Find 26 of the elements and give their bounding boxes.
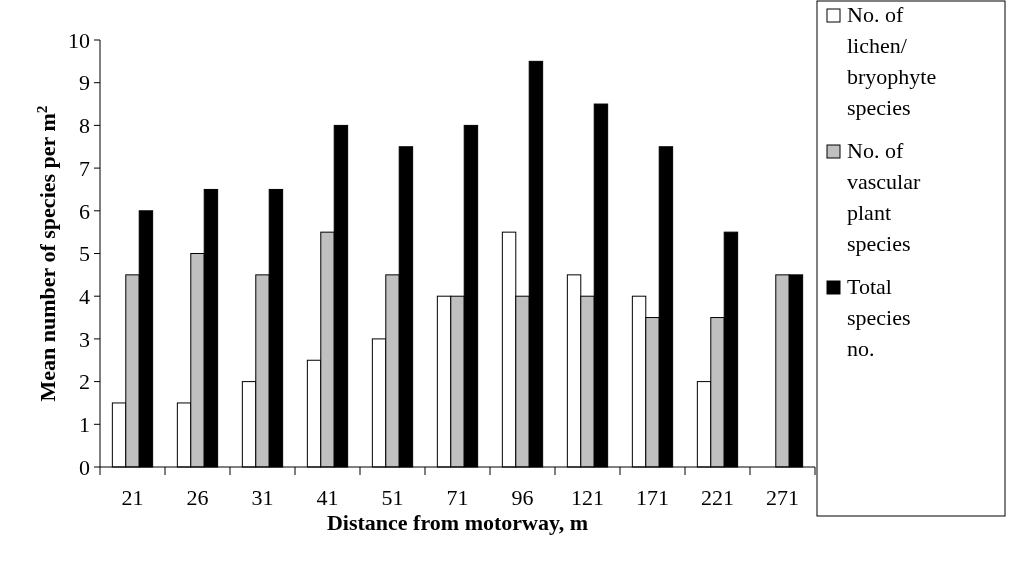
y-tick-label: 3: [79, 326, 90, 352]
x-tick-label: 121: [571, 485, 604, 510]
y-tick-label: 9: [79, 70, 90, 96]
y-tick-label: 10: [68, 27, 90, 53]
y-tick-label: 0: [79, 454, 90, 480]
x-tick-label: 21: [121, 485, 144, 510]
x-tick-label: 31: [251, 485, 274, 510]
y-tick-label: 6: [79, 198, 90, 224]
x-tick-label: 271: [766, 485, 799, 510]
x-tick-label: 96: [511, 485, 534, 510]
x-tick-label: 221: [701, 485, 734, 510]
y-tick-label: 1: [79, 412, 90, 437]
y-tick-label: 7: [79, 155, 90, 181]
x-tick-label: 71: [446, 485, 469, 510]
x-tick-label: 41: [316, 485, 339, 510]
x-tick-label: 51: [381, 485, 404, 510]
y-tick-label: 8: [79, 113, 90, 139]
y-tick-label: 5: [79, 241, 90, 267]
x-tick-label: 171: [636, 485, 669, 510]
legend-label: Total species no.: [847, 274, 911, 361]
x-tick-label: 26: [186, 485, 209, 510]
y-tick-label: 4: [79, 283, 90, 309]
legend-label: No. of lichen/bryophyte species: [847, 2, 937, 120]
x-axis-title: Distance from motorway, m: [326, 510, 589, 535]
legend-label: No. of vascular plant species: [847, 138, 921, 256]
y-tick-label: 2: [79, 369, 90, 395]
